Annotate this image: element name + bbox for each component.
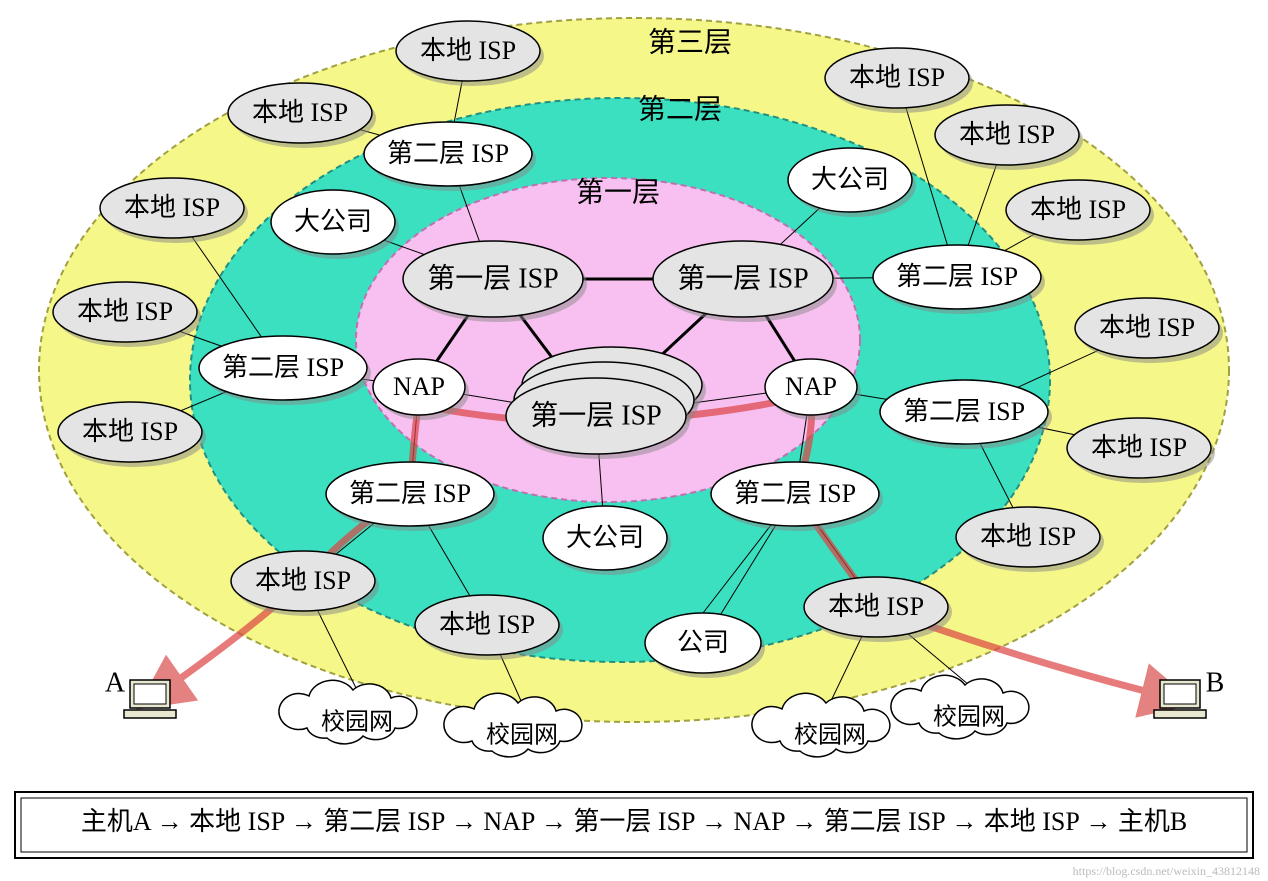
node-label-l3_isp_topr: 本地 ISP xyxy=(849,63,945,92)
campus-label: 校园网 xyxy=(933,704,1005,731)
layer-label-outer: 第三层 xyxy=(648,26,732,58)
node-label-l3_isp_bl: 本地 ISP xyxy=(255,566,351,595)
node-label-l2_isp_tl: 第二层 ISP xyxy=(387,139,509,168)
node-label-l3_isp_r3: 本地 ISP xyxy=(1091,433,1187,462)
layer-label-middle: 第二层 xyxy=(638,93,722,125)
node-label-l1_isp_r: 第一层 ISP xyxy=(677,262,808,294)
host-label: B xyxy=(1206,667,1225,698)
node-label-l3_isp_top2: 本地 ISP xyxy=(252,98,348,127)
node-label-l2_bigco_r: 大公司 xyxy=(811,165,889,194)
node-label-l3_isp_r2: 本地 ISP xyxy=(1099,313,1195,342)
campus-label: 校园网 xyxy=(486,722,558,749)
campus-label: 校园网 xyxy=(321,709,393,736)
node-label-l3_isp_l3: 本地 ISP xyxy=(82,417,178,446)
node-label-l2_isp_l: 第二层 ISP xyxy=(222,353,344,382)
node-label-l3_isp_r1: 本地 ISP xyxy=(1030,195,1126,224)
node-label-l2_co: 公司 xyxy=(677,628,729,657)
node-label-l3_isp_b1: 本地 ISP xyxy=(439,610,535,639)
layer-label-inner: 第一层 xyxy=(576,176,660,208)
node-label-l2_bigco_b: 大公司 xyxy=(566,523,644,552)
node-label-nap_r: NAP xyxy=(785,372,837,401)
node-label-l3_isp_br: 本地 ISP xyxy=(828,592,924,621)
host-label: A xyxy=(105,667,126,698)
node-label-l3_isp_l2: 本地 ISP xyxy=(77,297,173,326)
host-B xyxy=(1154,680,1206,718)
node-label-l2_bigco_l: 大公司 xyxy=(294,207,372,236)
watermark: https://blog.csdn.net/weixin_43812148 xyxy=(1073,864,1260,878)
caption-text: 主机A → 本地 ISP → 第二层 ISP → NAP → 第一层 ISP →… xyxy=(81,807,1187,836)
node-label-l2_isp_r: 第二层 ISP xyxy=(903,397,1025,426)
campus-label: 校园网 xyxy=(794,722,866,749)
node-label-l3_isp_r0: 本地 ISP xyxy=(959,120,1055,149)
node-label-l3_isp_rb: 本地 ISP xyxy=(980,522,1076,551)
node-label-l3_isp_l1: 本地 ISP xyxy=(124,193,220,222)
node-label-l2_isp_tr: 第二层 ISP xyxy=(896,262,1018,291)
node-label-l2_isp_bl: 第二层 ISP xyxy=(349,479,471,508)
host-A xyxy=(124,680,176,718)
node-label-l1_isp_l: 第一层 ISP xyxy=(427,262,558,294)
node-label-nap_l: NAP xyxy=(393,372,445,401)
node-label-l2_isp_br: 第二层 ISP xyxy=(734,479,856,508)
isp-hierarchy-diagram: 第三层第二层第一层本地 ISP本地 ISP本地 ISP本地 ISP本地 ISP本… xyxy=(0,0,1268,881)
node-label-l1_isp_b: 第一层 ISP xyxy=(530,399,661,431)
node-label-l3_isp_top1: 本地 ISP xyxy=(420,36,516,65)
